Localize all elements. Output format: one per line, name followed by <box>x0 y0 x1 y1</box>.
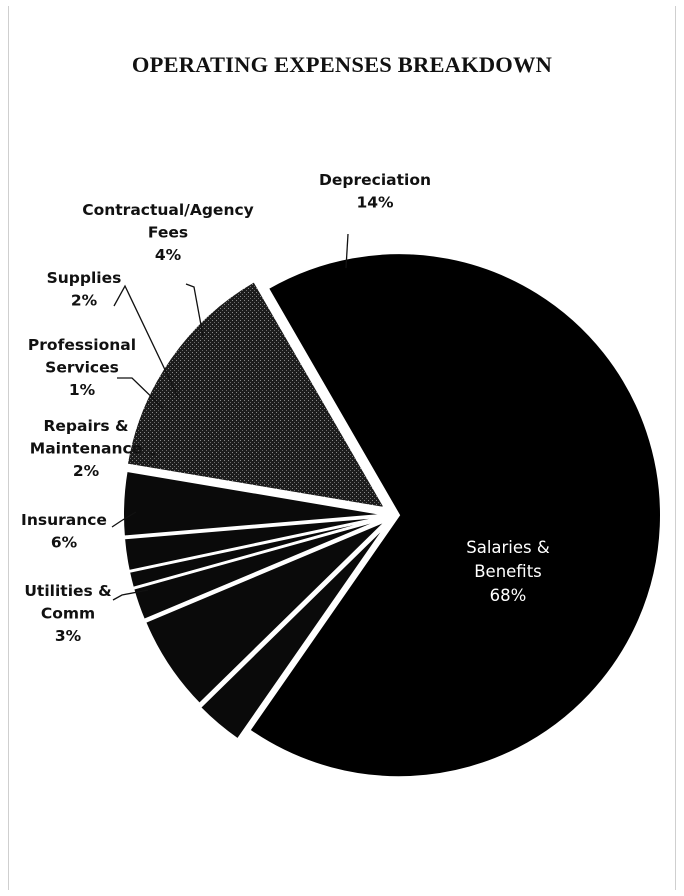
slice-label-contractual-agency-fees: Contractual/Agency Fees 4% <box>82 201 254 264</box>
slice-label-insurance: Insurance 6% <box>21 511 107 552</box>
pie-slice-salaries-benefits <box>248 252 662 779</box>
slice-percent-salaries-benefits: 68% <box>490 586 527 605</box>
leader-line-depreciation <box>345 233 349 269</box>
slice-name-insurance: Insurance <box>21 511 107 529</box>
slice-percent-utilities-comm: 3% <box>55 627 82 645</box>
leader-line-utilities-comm <box>112 589 149 601</box>
slice-name-repairs-maintenance: Maintenance <box>30 440 142 458</box>
page-frame <box>8 6 676 890</box>
slice-label-supplies: Supplies 2% <box>47 269 122 310</box>
slice-name-utilities-comm: Utilities & <box>24 582 111 600</box>
leader-line-contractual-agency-fees <box>185 283 204 337</box>
slice-labels: Salaries & Benefits 68% Utilities & Comm 3% In… <box>21 171 550 645</box>
slice-name-supplies: Supplies <box>47 269 122 287</box>
slice-label-professional-services: Professional Services 1% <box>28 336 136 399</box>
pie-slice-insurance <box>143 519 388 706</box>
leader-line-supplies <box>113 284 179 398</box>
slice-name-contractual-agency-fees: Contractual/Agency <box>82 201 254 219</box>
slice-percent-depreciation: 14% <box>356 194 394 212</box>
leader-line-professional-services <box>117 377 164 409</box>
slice-percent-repairs-maintenance: 2% <box>73 462 100 480</box>
leader-line-insurance <box>111 511 137 528</box>
slice-name-utilities-comm: Comm <box>41 605 95 623</box>
slice-label-utilities-comm: Utilities & Comm 3% <box>24 582 111 645</box>
slice-percent-supplies: 2% <box>71 292 98 310</box>
slice-name-salaries-benefits: Benefits <box>474 562 542 581</box>
slice-percent-professional-services: 1% <box>69 381 96 399</box>
slice-name-professional-services: Professional <box>28 336 136 354</box>
leader-lines <box>111 233 349 601</box>
slice-name-professional-services: Services <box>45 359 119 377</box>
slice-label-salaries-benefits: Salaries & Benefits 68% <box>466 538 550 605</box>
slice-name-repairs-maintenance: Repairs & <box>43 417 128 435</box>
slice-percent-contractual-agency-fees: 4% <box>155 246 182 264</box>
slice-name-salaries-benefits: Salaries & <box>466 538 550 557</box>
pie-slice-utilities-comm <box>198 523 389 741</box>
pie-slice-depreciation <box>125 279 388 510</box>
chart-title: OPERATING EXPENSES BREAKDOWN <box>131 52 553 77</box>
slice-name-depreciation: Depreciation <box>319 171 431 189</box>
slice-label-repairs-maintenance: Repairs & Maintenance 2% <box>30 417 142 480</box>
slice-percent-insurance: 6% <box>51 534 78 552</box>
pie-slices <box>122 252 662 779</box>
pie-slice-supplies <box>122 515 386 573</box>
slice-label-depreciation: Depreciation 14% <box>319 171 431 212</box>
pie-slice-contractual-agency-fees <box>122 469 386 538</box>
slice-name-contractual-agency-fees: Fees <box>148 224 188 242</box>
